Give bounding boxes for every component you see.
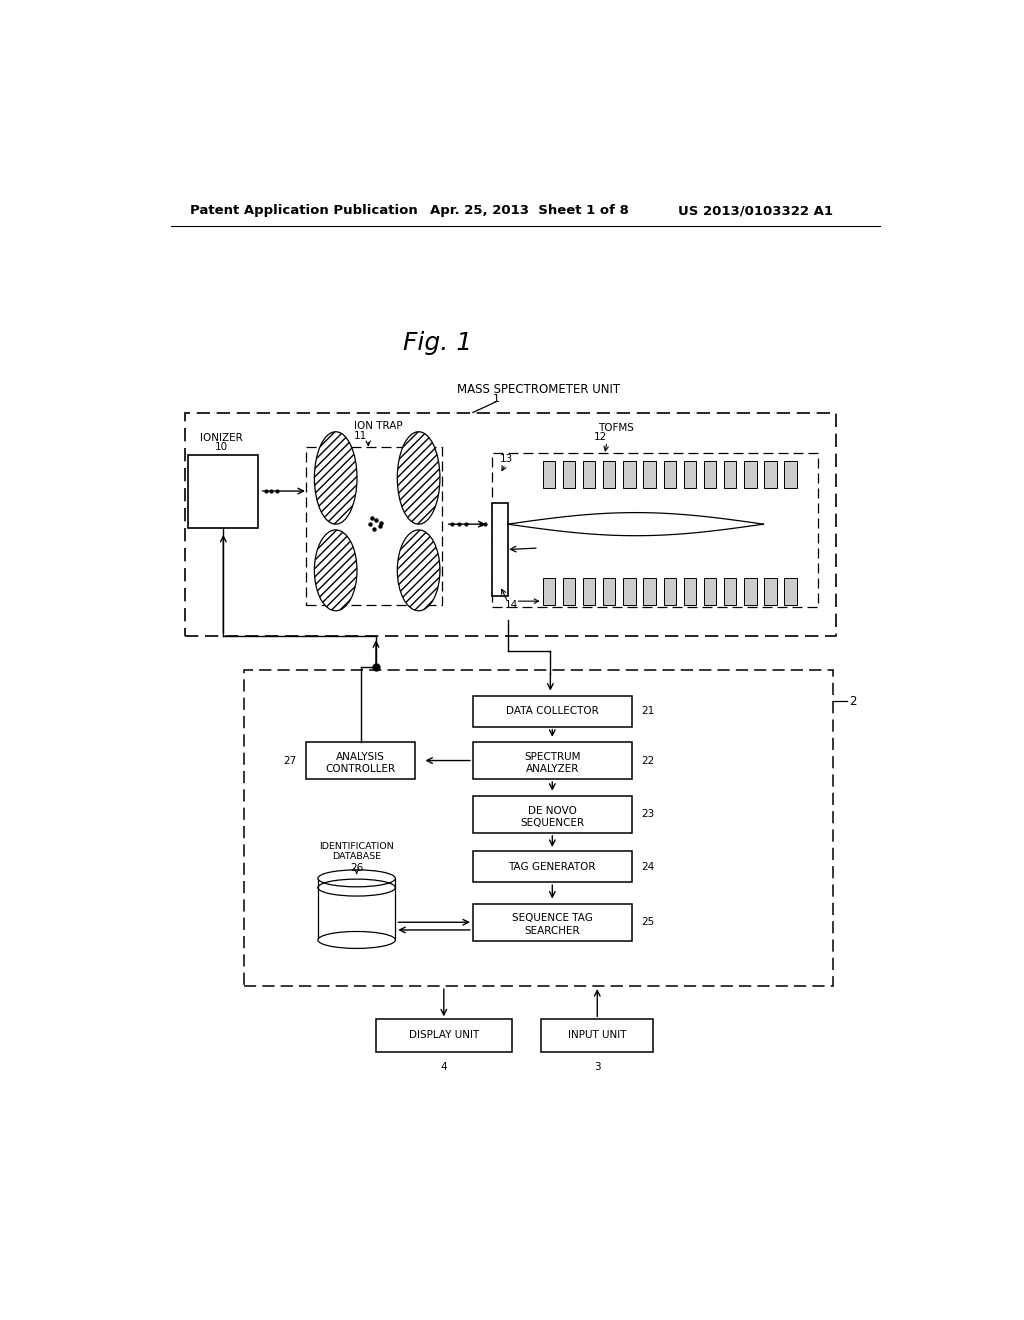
FancyBboxPatch shape	[744, 461, 757, 488]
FancyBboxPatch shape	[306, 447, 442, 605]
Text: 14: 14	[505, 601, 518, 610]
Text: SPECTRUM: SPECTRUM	[524, 751, 581, 762]
Text: TOFMS: TOFMS	[598, 422, 634, 433]
Text: 21: 21	[641, 706, 654, 717]
FancyBboxPatch shape	[684, 461, 696, 488]
FancyBboxPatch shape	[184, 412, 836, 636]
FancyBboxPatch shape	[703, 578, 716, 605]
Text: 24: 24	[641, 862, 654, 871]
Text: ANALYSIS: ANALYSIS	[336, 751, 385, 762]
FancyBboxPatch shape	[188, 455, 258, 528]
Text: US 2013/0103322 A1: US 2013/0103322 A1	[678, 205, 834, 218]
Text: 27: 27	[284, 755, 297, 766]
FancyBboxPatch shape	[543, 461, 555, 488]
Text: SEQUENCE TAG: SEQUENCE TAG	[512, 913, 593, 924]
FancyBboxPatch shape	[473, 742, 632, 779]
Text: 10: 10	[214, 442, 227, 453]
Text: 4: 4	[440, 1063, 447, 1072]
Text: Patent Application Publication: Patent Application Publication	[190, 205, 418, 218]
FancyBboxPatch shape	[664, 461, 676, 488]
FancyBboxPatch shape	[764, 578, 776, 605]
Text: INPUT UNIT: INPUT UNIT	[568, 1031, 627, 1040]
FancyBboxPatch shape	[541, 1019, 653, 1052]
FancyBboxPatch shape	[376, 1019, 512, 1052]
Text: SEARCHER: SEARCHER	[524, 925, 581, 936]
Text: Fig. 1: Fig. 1	[403, 331, 472, 355]
FancyBboxPatch shape	[493, 453, 818, 607]
FancyBboxPatch shape	[603, 461, 615, 488]
Text: DATA COLLECTOR: DATA COLLECTOR	[506, 706, 599, 717]
Text: Apr. 25, 2013  Sheet 1 of 8: Apr. 25, 2013 Sheet 1 of 8	[430, 205, 629, 218]
Text: 3: 3	[594, 1063, 600, 1072]
FancyBboxPatch shape	[583, 578, 595, 605]
Text: MASS SPECTROMETER UNIT: MASS SPECTROMETER UNIT	[457, 383, 621, 396]
Ellipse shape	[317, 870, 395, 887]
FancyBboxPatch shape	[684, 578, 696, 605]
Ellipse shape	[314, 529, 357, 611]
Text: ION TRAP: ION TRAP	[354, 421, 402, 432]
Text: IDENTIFICATION: IDENTIFICATION	[319, 842, 394, 850]
Text: 11: 11	[354, 430, 368, 441]
Text: DATABASE: DATABASE	[332, 853, 381, 861]
Text: TAG GENERATOR: TAG GENERATOR	[509, 862, 596, 871]
FancyBboxPatch shape	[724, 578, 736, 605]
FancyBboxPatch shape	[784, 461, 797, 488]
Text: 23: 23	[641, 809, 654, 820]
Text: DE NOVO: DE NOVO	[528, 805, 577, 816]
FancyBboxPatch shape	[744, 578, 757, 605]
Text: IONIZER: IONIZER	[200, 433, 243, 444]
FancyBboxPatch shape	[643, 461, 655, 488]
FancyBboxPatch shape	[664, 578, 676, 605]
Text: 25: 25	[641, 917, 654, 927]
FancyBboxPatch shape	[624, 461, 636, 488]
Ellipse shape	[314, 432, 357, 524]
FancyBboxPatch shape	[563, 578, 575, 605]
FancyBboxPatch shape	[473, 696, 632, 726]
FancyBboxPatch shape	[245, 671, 834, 986]
FancyBboxPatch shape	[603, 578, 615, 605]
Text: 22: 22	[641, 755, 654, 766]
FancyBboxPatch shape	[583, 461, 595, 488]
FancyBboxPatch shape	[317, 878, 395, 940]
Text: ANALYZER: ANALYZER	[525, 764, 579, 774]
FancyBboxPatch shape	[473, 796, 632, 833]
FancyBboxPatch shape	[784, 578, 797, 605]
Text: 13: 13	[500, 454, 513, 463]
FancyBboxPatch shape	[764, 461, 776, 488]
Text: 2: 2	[849, 694, 856, 708]
Ellipse shape	[397, 529, 440, 611]
FancyBboxPatch shape	[703, 461, 716, 488]
FancyBboxPatch shape	[724, 461, 736, 488]
Ellipse shape	[397, 432, 440, 524]
Ellipse shape	[317, 932, 395, 949]
Text: 26: 26	[350, 862, 364, 873]
Text: SEQUENCER: SEQUENCER	[520, 818, 585, 828]
FancyBboxPatch shape	[473, 904, 632, 941]
FancyBboxPatch shape	[473, 851, 632, 882]
FancyBboxPatch shape	[563, 461, 575, 488]
Text: 12: 12	[594, 432, 607, 442]
Text: DISPLAY UNIT: DISPLAY UNIT	[409, 1031, 479, 1040]
FancyBboxPatch shape	[643, 578, 655, 605]
Text: 1: 1	[493, 393, 500, 404]
FancyBboxPatch shape	[543, 578, 555, 605]
FancyBboxPatch shape	[493, 503, 508, 595]
FancyBboxPatch shape	[624, 578, 636, 605]
FancyBboxPatch shape	[306, 742, 415, 779]
Text: CONTROLLER: CONTROLLER	[326, 764, 395, 774]
